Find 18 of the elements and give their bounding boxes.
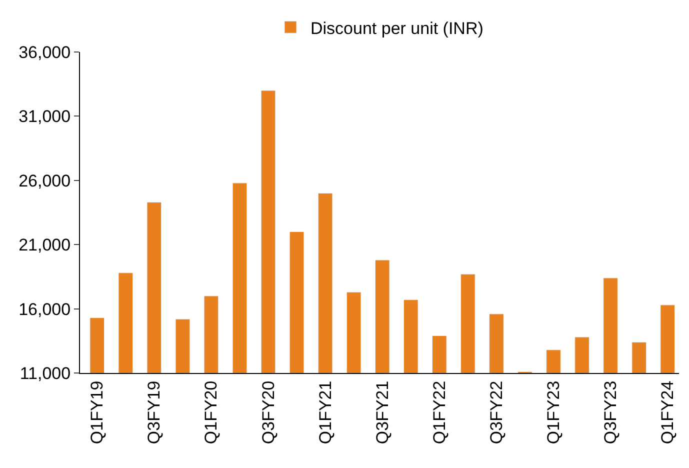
- x-tick-label: Q3FY19: [144, 380, 164, 444]
- x-tick-label: Q1FY20: [202, 380, 221, 444]
- y-tick-label: 31,000: [18, 107, 71, 126]
- y-tick-label: 26,000: [18, 171, 71, 190]
- x-tick-label: Q1FY21: [316, 380, 335, 444]
- y-tick-label: 36,000: [18, 42, 71, 62]
- legend-label: Discount per unit (INR): [310, 18, 484, 38]
- y-tick-label: 16,000: [18, 300, 71, 319]
- x-tick-label: Q3FY23: [601, 380, 620, 444]
- x-tick-label: Q3FY20: [258, 380, 278, 444]
- y-tick-label: 11,000: [20, 364, 71, 383]
- x-tick-label: Q1FY23: [544, 380, 564, 444]
- x-tick-label: Q1FY19: [88, 380, 107, 444]
- y-tick-label: 21,000: [18, 236, 71, 255]
- x-tick-label: Q3FY22: [486, 380, 506, 444]
- x-tick-label: Q1FY24: [658, 380, 678, 444]
- x-tick-label: Q1FY22: [430, 380, 449, 444]
- x-tick-label: Q3FY21: [372, 380, 392, 444]
